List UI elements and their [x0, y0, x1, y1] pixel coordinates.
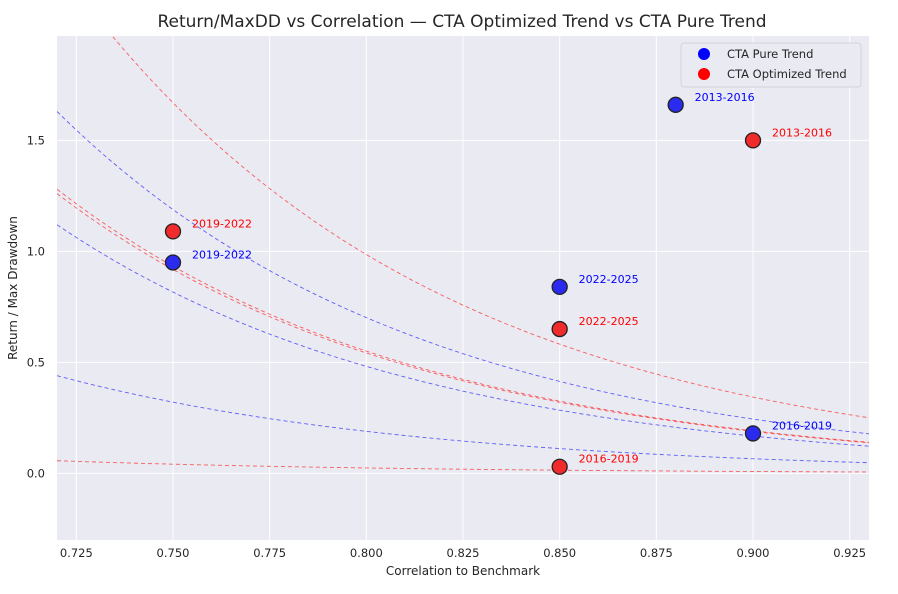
pure-trend-curve: [57, 375, 869, 464]
legend: CTA Pure Trend CTA Optimized Trend: [680, 42, 862, 88]
y-tick-labels: 0.0 0.5 1.0 1.5: [27, 133, 45, 480]
y-tick-label: 1.0: [27, 244, 45, 258]
pure-trend-point: [164, 254, 182, 271]
pure-trend-point: [667, 96, 684, 113]
pure-trend-curve: [57, 111, 869, 435]
x-tick-label: 0.875: [640, 546, 673, 560]
pure-trend-curve: [57, 224, 869, 447]
point-label: 2013-2016: [772, 126, 832, 139]
pure-trend-point: [744, 425, 762, 442]
x-tick-label: 0.925: [833, 546, 866, 560]
y-tick-label: 1.5: [27, 133, 45, 147]
point-label: 2022-2025: [579, 315, 639, 328]
x-tick-label: 0.725: [60, 546, 93, 560]
x-tick-label: 0.850: [543, 546, 576, 560]
chart-title: Return/MaxDD vs Correlation — CTA Optimi…: [157, 12, 766, 32]
optimized-trend-point: [551, 320, 568, 338]
grid: [57, 36, 869, 540]
point-label: 2022-2025: [579, 273, 639, 286]
x-tick-label: 0.800: [350, 546, 383, 560]
point-label: 2016-2019: [772, 419, 832, 432]
optimized-trend-curve: [57, 460, 869, 473]
optimized-trend-curve: [57, 188, 869, 443]
optimized-trend-curve: [57, 193, 869, 444]
data-points: 2013-2016 2019-2022 2022-2025 2016-2019 2013…: [164, 91, 832, 475]
y-axis-label: Return / Max Drawdown: [6, 216, 20, 360]
point-label: 2013-2016: [695, 91, 755, 104]
x-tick-labels: 0.725 0.750 0.775 0.800 0.825 0.850 0.875 0.900…: [60, 546, 866, 560]
legend-box: [680, 42, 862, 88]
optimized-trend-point: [551, 458, 568, 475]
optimized-trend-point: [164, 223, 182, 240]
reference-curves: [57, 36, 869, 473]
point-label: 2019-2022: [192, 248, 252, 261]
point-label: 2019-2022: [192, 217, 252, 230]
legend-marker-optimized: [698, 68, 710, 80]
legend-label-optimized: CTA Optimized Trend: [727, 67, 847, 81]
legend-marker-pure: [698, 48, 710, 60]
point-label: 2016-2019: [579, 453, 639, 466]
x-tick-label: 0.900: [737, 546, 770, 560]
x-tick-label: 0.750: [157, 546, 190, 560]
pure-trend-point: [551, 278, 568, 296]
x-axis-label: Correlation to Benchmark: [386, 564, 540, 578]
legend-label-pure: CTA Pure Trend: [727, 47, 813, 61]
optimized-trend-curve: [111, 36, 869, 419]
x-tick-label: 0.825: [447, 546, 480, 560]
optimized-trend-point: [744, 132, 762, 149]
y-tick-label: 0.0: [27, 466, 45, 480]
x-tick-label: 0.775: [253, 546, 286, 560]
y-tick-label: 0.5: [27, 355, 45, 369]
